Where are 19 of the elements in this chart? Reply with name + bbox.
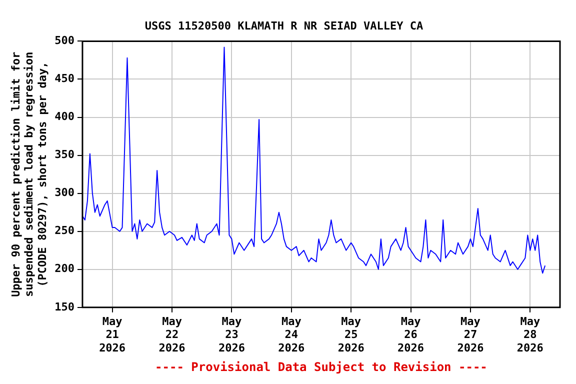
y-tick-label: 450 bbox=[54, 72, 74, 86]
x-tick-label: May 22 2026 bbox=[158, 314, 186, 354]
y-tick-label: 300 bbox=[54, 186, 74, 200]
x-tick-label: May 21 2026 bbox=[99, 314, 126, 354]
x-tick-label: May 23 2026 bbox=[218, 314, 246, 354]
y-tick-label: 150 bbox=[54, 300, 74, 314]
chart-title: USGS 11520500 KLAMATH R NR SEIAD VALLEY CA bbox=[144, 19, 424, 32]
y-tick-label: 500 bbox=[54, 34, 74, 48]
x-tick-label: May 25 2026 bbox=[338, 314, 365, 354]
x-tick-label: May 27 2026 bbox=[457, 314, 484, 354]
y-tick-label: 350 bbox=[54, 148, 74, 162]
y-tick-label: 400 bbox=[54, 110, 74, 124]
x-tick-label: May 24 2026 bbox=[278, 314, 306, 354]
text: ---- Provisional Data Subject to Revision ---- bbox=[155, 360, 488, 374]
x-tick-label: May 28 2026 bbox=[516, 314, 544, 354]
y-tick-label: 250 bbox=[54, 224, 74, 238]
y-tick-label: 200 bbox=[54, 262, 74, 276]
x-tick-label: May 26 2026 bbox=[398, 314, 424, 354]
y-axis-title: Upper 90 percent prediction limit for suspended sediment load by regression (PCODE 80297), short tons per day, bbox=[9, 51, 49, 297]
